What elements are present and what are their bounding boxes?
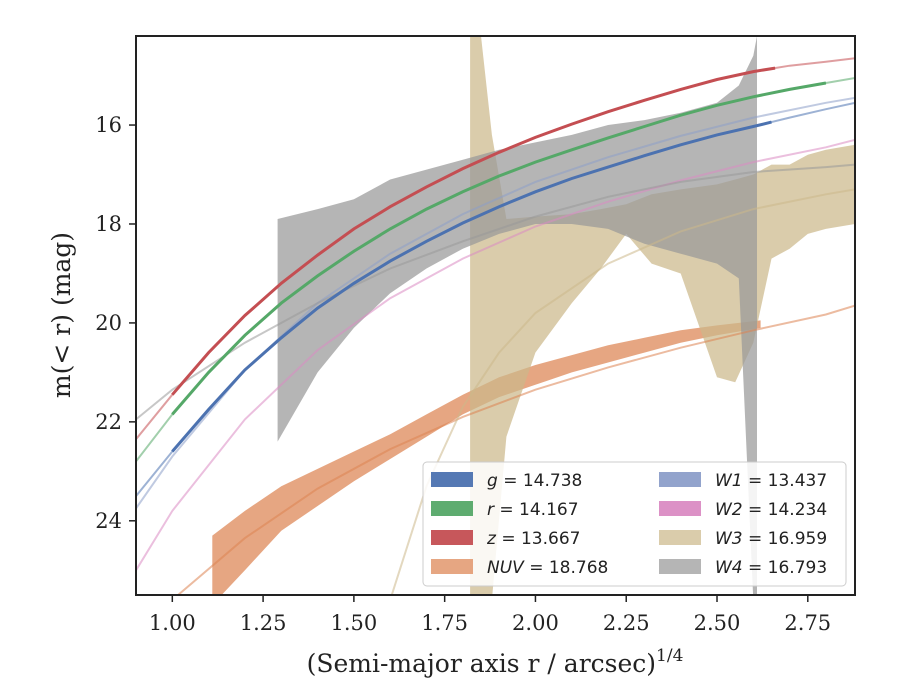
legend-band-value: = 14.234 — [743, 500, 828, 520]
legend-entry-w1: W1 = 13.437 — [659, 471, 827, 491]
legend-band-value: = 13.437 — [743, 471, 828, 491]
legend-swatch — [431, 559, 473, 574]
legend-label: W2 = 14.234 — [715, 500, 827, 520]
legend-label: NUV = 18.768 — [487, 558, 608, 578]
x-tick-label: 1.75 — [421, 611, 468, 635]
legend-label: W1 = 13.437 — [715, 471, 827, 491]
y-tick-label: 18 — [95, 212, 122, 236]
band-w4 — [277, 36, 757, 595]
x-tick-label: 1.50 — [330, 611, 377, 635]
y-tick-label: 24 — [95, 509, 122, 533]
y-axis-ticks: 16 18 20 22 24 — [95, 113, 136, 533]
legend-label: g = 14.738 — [487, 471, 582, 491]
legend-band-value: = 14.167 — [494, 500, 579, 520]
model-curve-nuv — [176, 304, 855, 595]
legend-swatch — [659, 472, 701, 487]
y-axis-label: m(< r) (mag) — [47, 232, 76, 398]
y-tick-label: 16 — [95, 113, 122, 137]
y-tick-label: 20 — [95, 311, 122, 335]
legend-swatch — [659, 530, 701, 545]
data-curve-r — [171, 81, 827, 416]
data-curve-z — [171, 66, 776, 396]
legend-entry-g: g = 14.738 — [431, 471, 582, 491]
legend-band-name: g — [487, 471, 498, 491]
legend-label: z = 13.667 — [486, 529, 580, 549]
legend-swatch — [431, 472, 473, 487]
growth-curves — [136, 57, 855, 595]
legend-band-name: W2 — [715, 500, 743, 520]
model-curve-w3 — [390, 188, 855, 595]
legend-band-value: = 16.959 — [743, 529, 828, 549]
model-curve-w2 — [136, 138, 855, 571]
legend-swatch — [431, 501, 473, 516]
legend-band-value: = 14.738 — [498, 471, 583, 491]
x-tick-label: 2.00 — [512, 611, 559, 635]
legend-label: W3 = 16.959 — [715, 529, 827, 549]
legend-band-name: W4 — [715, 558, 743, 578]
legend-entry-nuv: NUV = 18.768 — [431, 558, 608, 578]
data-curve-g — [171, 120, 772, 453]
x-tick-label: 2.75 — [784, 611, 831, 635]
band-w3 — [470, 36, 855, 595]
legend-band-name: r — [487, 500, 495, 520]
legend-label: W4 = 16.793 — [715, 558, 827, 578]
x-axis-label: (Semi-major axis r / arcsec)1/4 — [307, 646, 684, 678]
legend-band-name: z — [486, 529, 497, 549]
legend-entry-z: z = 13.667 — [431, 529, 580, 549]
legend-band-name: W3 — [715, 529, 743, 549]
x-axis-label-exponent: 1/4 — [656, 646, 683, 666]
legend-band-value: = 16.793 — [743, 558, 828, 578]
legend-frame — [422, 461, 847, 587]
x-tick-label: 1.25 — [240, 611, 287, 635]
legend-band-name: NUV — [487, 558, 525, 578]
legend-band-value: = 13.667 — [496, 529, 581, 549]
legend-entry-w2: W2 = 14.234 — [659, 500, 827, 520]
model-curve-w4 — [136, 163, 855, 421]
legend-swatch — [659, 501, 701, 516]
y-tick-label: 22 — [95, 410, 122, 434]
x-tick-label: 1.00 — [149, 611, 196, 635]
x-tick-label: 2.50 — [694, 611, 741, 635]
legend-band-name: W1 — [715, 471, 743, 491]
plot-frame — [135, 35, 856, 596]
legend-label: r = 14.167 — [487, 500, 579, 520]
x-axis-ticks: 1.00 1.25 1.50 1.75 2.00 2.25 2.50 2.75 — [149, 595, 831, 635]
uncertainty-bands — [212, 36, 855, 595]
legend-swatch — [659, 559, 701, 574]
x-tick-label: 2.25 — [603, 611, 650, 635]
legend-swatch — [431, 530, 473, 545]
legend-band-value: = 18.768 — [524, 558, 609, 578]
legend-entry-r: r = 14.167 — [431, 500, 579, 520]
legend-entry-w3: W3 = 16.959 — [659, 529, 827, 549]
legend-entry-w4: W4 = 16.793 — [659, 558, 827, 578]
